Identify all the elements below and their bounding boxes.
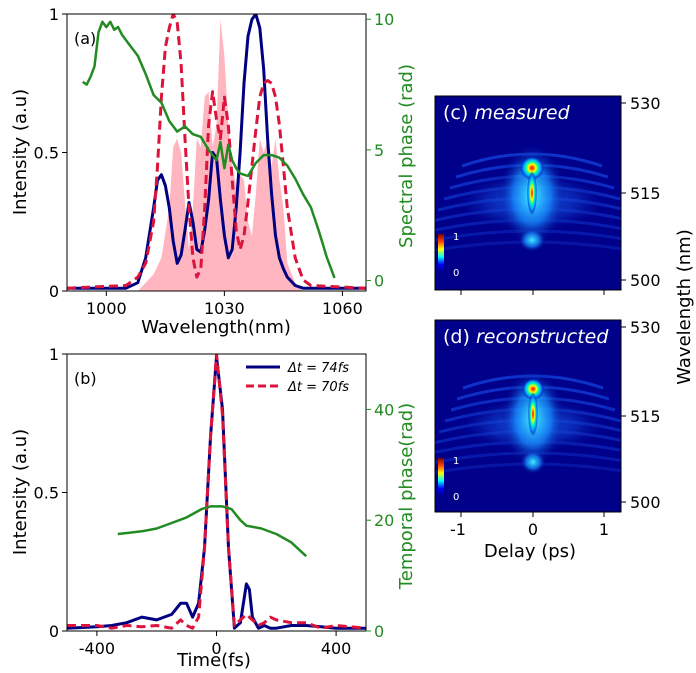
x-tick-label: 1060 — [322, 299, 363, 318]
y-axis-label-a: Intensity (a.u) — [10, 89, 31, 215]
y2-tick-label: 0 — [374, 272, 384, 291]
y-tick-label: 0 — [49, 282, 59, 301]
x-axis-label-b: Time(fs) — [176, 650, 251, 671]
x-tick-label: 400 — [321, 639, 352, 658]
retrieved-pulse-line — [67, 354, 366, 630]
y-ticks-b: 00.51 — [34, 345, 67, 641]
spectral-phase-line — [82, 20, 336, 279]
y-tick-label: 0.5 — [34, 484, 59, 503]
y-tick-label: 0 — [49, 622, 59, 641]
legend-b: Δt = 74fs Δt = 70fs — [246, 361, 349, 395]
y2-tick-label: 10 — [374, 10, 394, 29]
y2-ticks-b: 0 20 40 — [366, 400, 394, 641]
x-ticks-b: -400 0 400 — [79, 631, 352, 658]
y2-tick-label: 5 — [374, 141, 384, 160]
x-tick-label: 0 — [211, 639, 221, 658]
filled-spectrum — [137, 19, 304, 291]
colorbar-max-c: 1 — [453, 232, 459, 243]
colorbar-max-d: 1 — [453, 456, 459, 467]
heatmap-measured: 1 0 (c) measured — [435, 96, 621, 290]
y2-tick-label-d-500: 500 — [630, 493, 661, 512]
heatmap-peak-upper — [520, 156, 544, 180]
heatmap-reconstructed: 1 0 (d) reconstructed — [435, 320, 621, 512]
x-axis-label-a: Wavelength(nm) — [141, 317, 291, 338]
y2-ticks-c: 530 515 500 — [621, 94, 661, 290]
x-ticks-c — [460, 290, 605, 295]
y2-tick-label-c-500: 500 — [630, 271, 661, 290]
y-tick-label: 1 — [49, 345, 59, 364]
legend-label-retrieved: Δt = 70fs — [287, 380, 349, 395]
panel-d: 1 0 (d) reconstructed 530 515 500 -1 0 1… — [434, 229, 695, 562]
axes-frame-b — [66, 353, 367, 632]
colorbar-min-c: 0 — [453, 268, 459, 279]
y2-tick-label-c-515: 515 — [630, 184, 661, 203]
panel-label-b: (b) — [74, 369, 97, 388]
heatmap-peak-upper — [522, 378, 544, 400]
y2-tick-label: 40 — [374, 400, 394, 419]
panel-label-c: (c) measured — [443, 102, 571, 124]
y-ticks-a: 00.51 — [34, 5, 67, 301]
colorbar-d — [438, 458, 444, 496]
heatmap-peak-core — [528, 392, 538, 436]
y2-axis-label-a: Spectral phase (rad) — [396, 64, 417, 248]
x-tick-label: 1000 — [86, 299, 127, 318]
x-ticks-a: 1000 1030 1060 — [86, 291, 363, 318]
y2-ticks-a: 0 5 10 — [366, 10, 394, 291]
x-tick-label-d-1: 1 — [599, 520, 609, 539]
x-tick-label: 1030 — [204, 299, 245, 318]
temporal-phase-line — [117, 505, 308, 558]
measured-pulse-line — [67, 355, 366, 630]
y2-axis-label-b: Temporal phase(rad) — [396, 403, 417, 590]
y-tick-label: 1 — [49, 5, 59, 24]
y2-ticks-d: 530 515 500 — [621, 318, 661, 512]
y2-tick-label: 0 — [374, 622, 384, 641]
y2-tick-label: 20 — [374, 511, 394, 530]
x-tick-label: -400 — [79, 639, 115, 658]
y2-tick-label-d-530: 530 — [630, 318, 661, 337]
x-tick-label-d-0: 0 — [528, 520, 538, 539]
retrieved-spectrum-line — [67, 14, 366, 290]
panel-label-a: (a) — [74, 29, 96, 48]
heatmap-lower-lobe — [518, 228, 546, 252]
x-tick-label-d--1: -1 — [450, 520, 466, 539]
x-ticks-d: -1 0 1 — [450, 512, 609, 539]
y2-tick-label-c-530: 530 — [630, 94, 661, 113]
panel-c: 1 0 (c) measured 530 515 500 — [434, 94, 661, 295]
colorbar-min-d: 0 — [453, 492, 459, 503]
heatmap-lower-lobe — [520, 450, 546, 474]
shared-wavelength-label: Wavelength (nm) — [674, 229, 695, 385]
legend-label-measured: Δt = 74fs — [287, 361, 349, 376]
y-tick-label: 0.5 — [34, 144, 59, 163]
colorbar-c — [438, 234, 444, 272]
measured-spectrum-line — [67, 14, 366, 290]
panel-label-d: (d) reconstructed — [443, 326, 609, 348]
y-axis-label-b: Intensity (a.u) — [10, 429, 31, 555]
y2-tick-label-d-515: 515 — [630, 407, 661, 426]
x-axis-label-d: Delay (ps) — [484, 541, 576, 562]
heatmap-peak-core — [527, 171, 537, 215]
